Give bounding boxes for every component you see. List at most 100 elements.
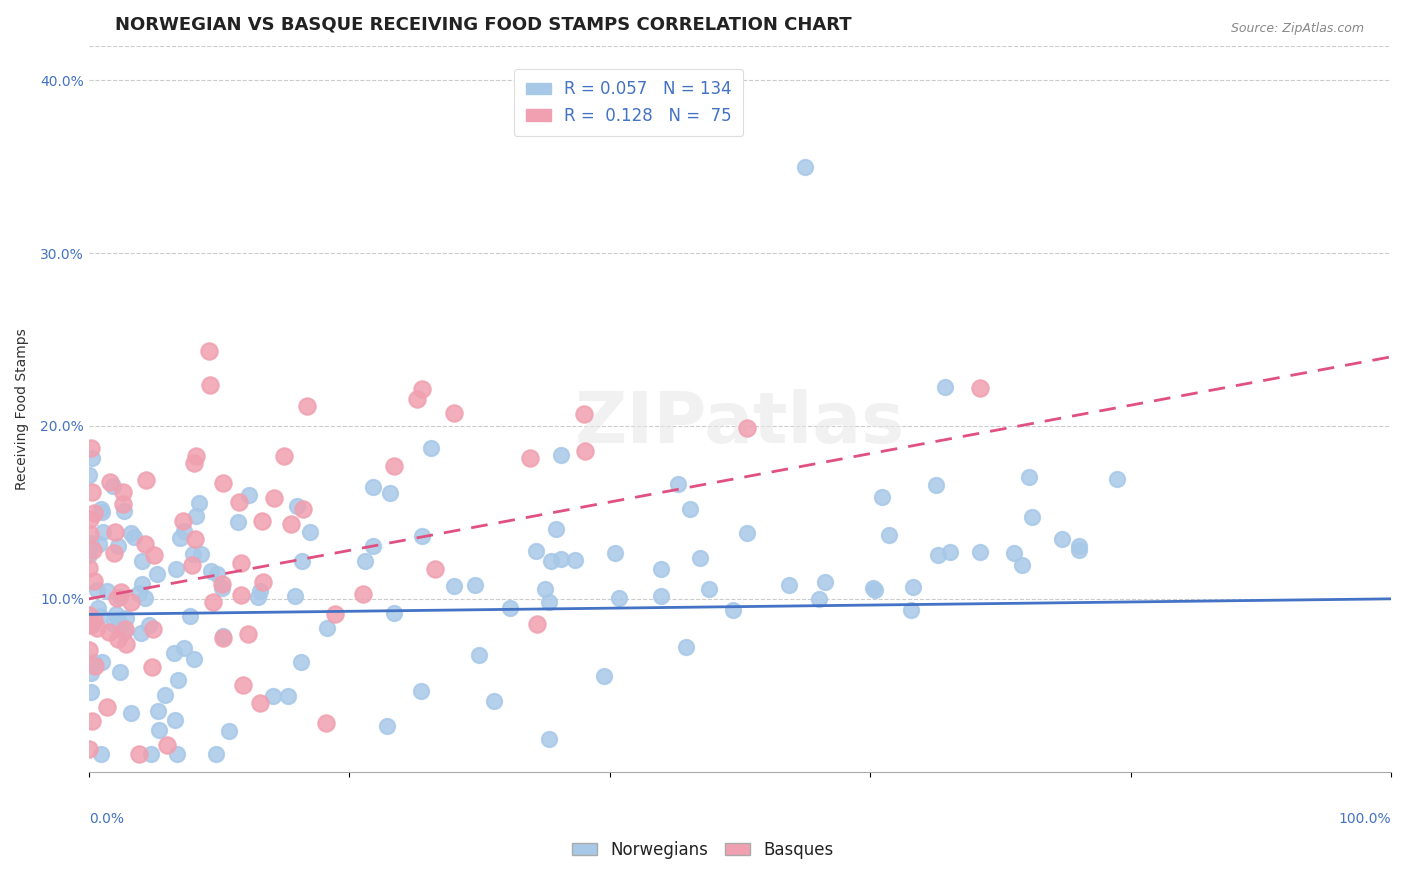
Point bbox=[273, 449, 295, 463]
Point bbox=[544, 522, 567, 536]
Point bbox=[77, 742, 100, 756]
Point bbox=[134, 591, 156, 605]
Point bbox=[179, 609, 201, 624]
Point bbox=[141, 660, 163, 674]
Point bbox=[423, 562, 446, 576]
Point bbox=[90, 501, 112, 516]
Point bbox=[205, 566, 228, 581]
Point bbox=[295, 399, 318, 413]
Point bbox=[79, 526, 101, 541]
Point bbox=[1050, 532, 1073, 546]
Point bbox=[526, 617, 548, 632]
Point bbox=[593, 669, 616, 683]
Point bbox=[169, 531, 191, 545]
Point bbox=[534, 582, 557, 596]
Point bbox=[247, 590, 270, 604]
Point bbox=[83, 655, 105, 669]
Point bbox=[361, 539, 384, 553]
Point bbox=[77, 607, 100, 622]
Point bbox=[86, 583, 108, 598]
Text: NORWEGIAN VS BASQUE RECEIVING FOOD STAMPS CORRELATION CHART: NORWEGIAN VS BASQUE RECEIVING FOOD STAMP… bbox=[115, 15, 852, 33]
Point bbox=[187, 496, 209, 510]
Point bbox=[156, 739, 179, 753]
Point bbox=[813, 574, 835, 589]
Point bbox=[572, 407, 595, 421]
Point bbox=[443, 406, 465, 420]
Point bbox=[420, 441, 443, 455]
Point bbox=[89, 608, 111, 623]
Point bbox=[211, 577, 233, 591]
Point bbox=[411, 529, 433, 543]
Point bbox=[98, 475, 121, 489]
Legend: R = 0.057   N = 134, R =  0.128   N =  75: R = 0.057 N = 134, R = 0.128 N = 75 bbox=[513, 69, 744, 136]
Point bbox=[499, 601, 522, 615]
Point bbox=[107, 539, 129, 553]
Point bbox=[689, 551, 711, 566]
Point bbox=[863, 583, 886, 598]
Point bbox=[82, 485, 104, 500]
Point bbox=[77, 560, 100, 574]
Point bbox=[870, 490, 893, 504]
Point bbox=[148, 723, 170, 738]
Point bbox=[411, 683, 433, 698]
Point bbox=[735, 420, 758, 434]
Point bbox=[96, 699, 118, 714]
Point bbox=[173, 524, 195, 539]
Point bbox=[83, 506, 105, 520]
Point bbox=[263, 491, 285, 505]
Point bbox=[128, 586, 150, 600]
Point bbox=[218, 723, 240, 738]
Point bbox=[1067, 542, 1090, 557]
Point bbox=[103, 546, 125, 560]
Point bbox=[650, 562, 672, 576]
Point bbox=[96, 584, 118, 599]
Point bbox=[443, 578, 465, 592]
Point bbox=[323, 607, 346, 622]
Point bbox=[519, 450, 541, 465]
Point bbox=[927, 548, 949, 562]
Point bbox=[90, 505, 112, 519]
Point bbox=[86, 621, 108, 635]
Point bbox=[110, 617, 132, 632]
Point bbox=[103, 616, 125, 631]
Point bbox=[675, 640, 697, 654]
Point bbox=[212, 632, 235, 646]
Point bbox=[284, 589, 307, 603]
Point bbox=[361, 480, 384, 494]
Point bbox=[564, 553, 586, 567]
Point bbox=[89, 537, 111, 551]
Point bbox=[291, 502, 314, 516]
Point bbox=[108, 590, 131, 604]
Point bbox=[183, 456, 205, 470]
Point bbox=[77, 467, 100, 482]
Point bbox=[80, 685, 103, 699]
Point bbox=[124, 530, 146, 544]
Point bbox=[201, 594, 224, 608]
Point bbox=[540, 554, 562, 568]
Point bbox=[153, 688, 176, 702]
Point bbox=[1018, 470, 1040, 484]
Point bbox=[173, 640, 195, 655]
Point bbox=[91, 524, 114, 539]
Point bbox=[375, 719, 398, 733]
Point bbox=[250, 514, 273, 528]
Text: 100.0%: 100.0% bbox=[1339, 812, 1391, 826]
Point bbox=[172, 514, 194, 528]
Point bbox=[808, 591, 831, 606]
Point bbox=[181, 547, 204, 561]
Point bbox=[550, 551, 572, 566]
Point bbox=[114, 622, 136, 636]
Point bbox=[862, 581, 884, 595]
Point bbox=[166, 673, 188, 687]
Point bbox=[537, 595, 560, 609]
Point bbox=[90, 747, 112, 762]
Point bbox=[79, 642, 101, 657]
Point bbox=[900, 603, 922, 617]
Point bbox=[83, 613, 105, 627]
Point bbox=[142, 623, 165, 637]
Point bbox=[735, 525, 758, 540]
Point bbox=[120, 594, 142, 608]
Point bbox=[115, 611, 138, 625]
Point bbox=[146, 704, 169, 718]
Point bbox=[91, 656, 114, 670]
